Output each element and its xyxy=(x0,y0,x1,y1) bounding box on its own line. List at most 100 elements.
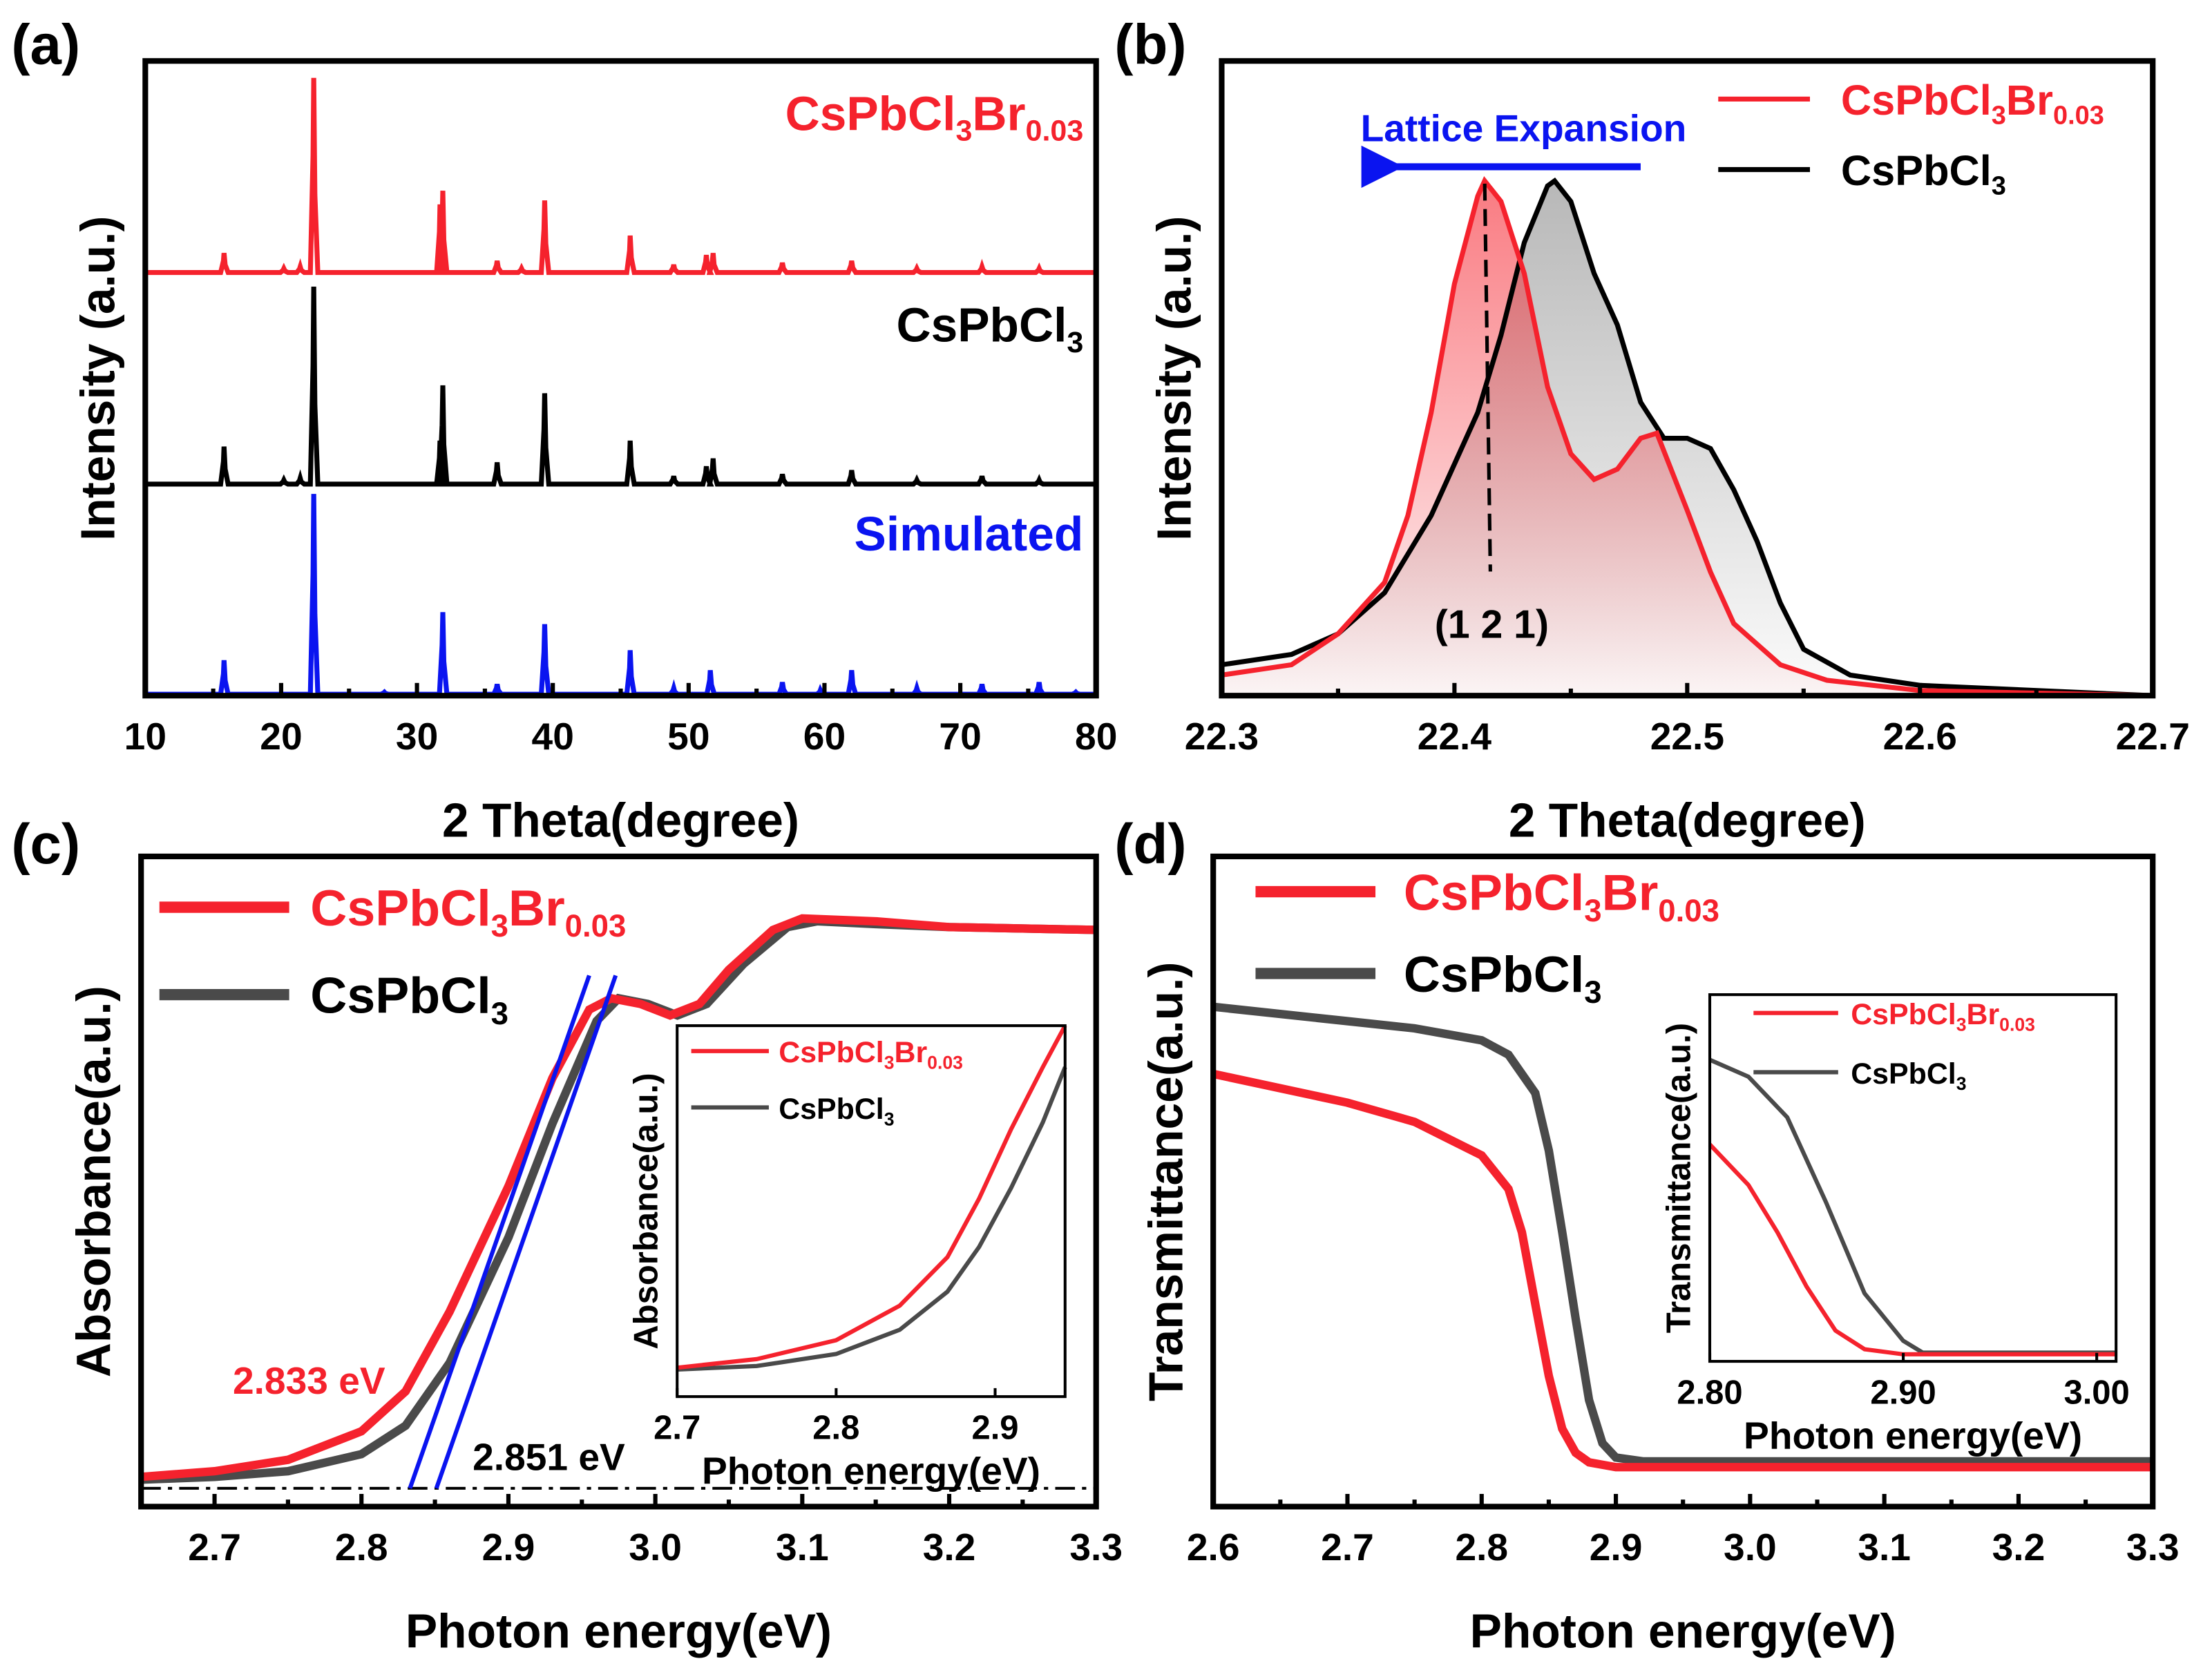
legend-label: CsPbCl3Br0.03 xyxy=(310,879,626,943)
x-tick-label: 2.90 xyxy=(1870,1374,1936,1411)
x-tick-label: 2.80 xyxy=(1677,1374,1742,1411)
label-part: 0.03 xyxy=(2053,101,2104,130)
bandgap-label: 2.851 eV xyxy=(473,1435,625,1478)
x-tick-label: 2.8 xyxy=(1455,1526,1508,1568)
x-tick-label: 2.6 xyxy=(1187,1526,1240,1568)
series-line-CsPbCl3Br0.03 xyxy=(1212,1069,2153,1472)
x-tick-label: 22.6 xyxy=(1883,715,1957,758)
panel-c: (c)2.833 eV2.851 eVCsPbCl3Br0.03CsPbCl32… xyxy=(11,813,1123,1658)
label-part: Simulated xyxy=(855,507,1084,561)
label-part: Br xyxy=(1967,998,2000,1031)
x-tick-label: 3.1 xyxy=(1858,1526,1911,1568)
series-line-CsPbCl3 xyxy=(1212,1002,2153,1466)
inset-series-line-CsPbCl3Br0.03 xyxy=(676,1024,1067,1370)
x-tick-label: 10 xyxy=(124,715,166,758)
legend-label: CsPbCl3 xyxy=(1404,946,1602,1010)
x-tick-label: 3.00 xyxy=(2063,1374,2129,1411)
inset-series-line-CsPbCl3Br0.03 xyxy=(1708,1142,2117,1356)
panel-label: (c) xyxy=(11,813,80,876)
label-part: Br xyxy=(895,1036,928,1069)
peak-label: (1 2 1) xyxy=(1435,602,1549,646)
y-axis-label: Intensity (a.u.) xyxy=(70,215,124,541)
y-axis-label: Absorbance(a.u.) xyxy=(66,986,120,1377)
x-tick-label: 22.5 xyxy=(1650,715,1724,758)
series-label: CsPbCl3Br0.03 xyxy=(785,86,1084,147)
label-part: CsPbCl xyxy=(779,1036,884,1069)
label-part: 3 xyxy=(1956,1014,1967,1035)
x-tick-label: 2.7 xyxy=(654,1409,700,1446)
tangent-line xyxy=(408,975,591,1489)
x-tick-label: 80 xyxy=(1075,715,1117,758)
x-axis-label: 2 Theta(degree) xyxy=(442,793,799,847)
x-tick-label: 3.3 xyxy=(2126,1526,2180,1568)
panel-label: (b) xyxy=(1114,13,1186,76)
label-part: CsPbCl xyxy=(1841,147,1992,194)
label-part: CsPbCl xyxy=(1404,946,1584,1003)
inset-series-line-CsPbCl3 xyxy=(1708,1057,2117,1355)
label-part: Br xyxy=(972,86,1025,140)
x-axis-label: Photon energy(eV) xyxy=(406,1604,832,1658)
series-line-CsPbCl3 xyxy=(1221,177,2153,698)
x-tick-label: 3.2 xyxy=(1992,1526,2046,1568)
x-tick-label: 22.7 xyxy=(2116,715,2190,758)
x-tick-label: 2.7 xyxy=(188,1526,241,1568)
legend-label: CsPbCl3Br0.03 xyxy=(1404,864,1719,928)
label-part: CsPbCl xyxy=(310,879,490,937)
label-part: 3 xyxy=(1992,101,2006,130)
label-part: 3 xyxy=(491,908,508,943)
x-tick-label: 22.4 xyxy=(1418,715,1492,758)
label-part: 3 xyxy=(884,1053,895,1073)
x-tick-label: 3.1 xyxy=(776,1526,829,1568)
label-part: 3 xyxy=(1584,975,1601,1010)
annotation-text: Lattice Expansion xyxy=(1361,107,1687,150)
x-tick-label: 50 xyxy=(667,715,709,758)
label-part: Br xyxy=(2006,77,2053,124)
x-tick-label: 22.3 xyxy=(1185,715,1259,758)
series-line-CsPbCl3Br0.03 xyxy=(145,77,1096,276)
x-tick-label: 2.9 xyxy=(971,1409,1018,1446)
label-part: 3 xyxy=(1584,893,1601,928)
x-axis-label: Photon energy(eV) xyxy=(1470,1604,1896,1658)
label-part: 3 xyxy=(1992,171,2006,200)
label-part: 0.03 xyxy=(1999,1014,2035,1035)
inset-legend-label: CsPbCl3 xyxy=(779,1093,894,1129)
label-part: 3 xyxy=(884,1109,895,1129)
y-axis-label: Intensity (a.u.) xyxy=(1147,215,1201,541)
inset-legend-label: CsPbCl3Br0.03 xyxy=(779,1036,963,1073)
legend-label: CsPbCl3 xyxy=(310,967,508,1031)
plot-frame xyxy=(138,853,1099,1510)
x-tick-label: 70 xyxy=(939,715,981,758)
label-part: 0.03 xyxy=(1026,115,1084,148)
y-axis-label: Transmittance(a.u.) xyxy=(1138,961,1192,1401)
label-part: CsPbCl xyxy=(779,1093,884,1126)
panel-b: (b)(1 2 1)Lattice ExpansionCsPbCl3Br0.03… xyxy=(1114,13,2190,847)
label-part: CsPbCl xyxy=(785,86,956,140)
inset-legend-label: CsPbCl3Br0.03 xyxy=(1851,998,2035,1035)
inset-background xyxy=(1710,995,2117,1362)
x-tick-label: 3.0 xyxy=(1724,1526,1777,1568)
x-tick-label: 2.9 xyxy=(1590,1526,1643,1568)
x-axis-label: Photon energy(eV) xyxy=(702,1450,1040,1493)
tangent-line xyxy=(434,975,618,1489)
y-axis-label: Transmittance(a.u.) xyxy=(1660,1023,1697,1333)
label-part: CsPbCl xyxy=(1851,998,1956,1031)
x-tick-label: 30 xyxy=(396,715,438,758)
x-axis-label: 2 Theta(degree) xyxy=(1509,793,1866,847)
label-part: 3 xyxy=(955,115,972,148)
panel-label: (d) xyxy=(1114,813,1186,876)
label-part: 3 xyxy=(1067,326,1083,359)
label-part: Br xyxy=(1602,864,1659,921)
label-part: 0.03 xyxy=(1658,893,1719,928)
series-line-CsPbCl3 xyxy=(145,286,1096,487)
x-axis-label: Photon energy(eV) xyxy=(1744,1414,2082,1457)
label-part: CsPbCl xyxy=(897,298,1067,352)
x-tick-label: 20 xyxy=(260,715,302,758)
series-label: Simulated xyxy=(855,507,1084,561)
label-part: CsPbCl xyxy=(1851,1057,1956,1091)
series-area-CsPbCl3Br0.03 xyxy=(1221,180,2153,696)
inset-series-line-CsPbCl3 xyxy=(677,1066,1067,1372)
